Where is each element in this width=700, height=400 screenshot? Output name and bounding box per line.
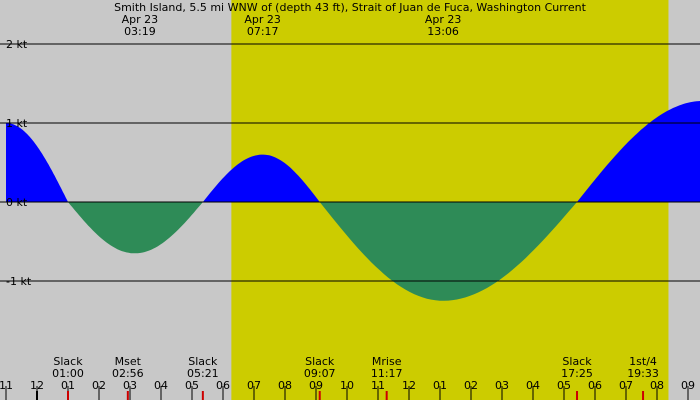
event-marker (642, 391, 645, 400)
hour-tick-label: 04 (154, 379, 168, 392)
hour-tick-label: 01 (433, 379, 447, 392)
hour-tick-label: 12 (402, 379, 416, 392)
extremum-date-label: Apr 23 (122, 13, 159, 26)
event-name-label: Slack (562, 355, 592, 368)
hour-tick-label: 06 (588, 379, 602, 392)
hour-tick-label: 06 (216, 379, 230, 392)
event-marker (36, 391, 38, 400)
y-tick-label: 0 kt (6, 196, 28, 209)
hour-tick-label: 05 (185, 379, 199, 392)
hour-tick-label: 09 (681, 379, 695, 392)
hour-tick-label: 11 (0, 379, 13, 392)
hour-tick-label: 09 (309, 379, 323, 392)
hour-tick-label: 02 (464, 379, 478, 392)
event-name-label: Slack (188, 355, 218, 368)
event-name-label: Slack (305, 355, 335, 368)
event-time-label: 11:17 (371, 367, 403, 380)
hour-tick-label: 08 (278, 379, 292, 392)
event-time-label: 09:07 (304, 367, 336, 380)
event-name-label: Mrise (372, 355, 402, 368)
hour-tick-label: 07 (619, 379, 633, 392)
event-marker (126, 391, 129, 400)
extremum-time-label: 13:06 (427, 25, 459, 38)
hour-tick-label: 01 (61, 379, 75, 392)
event-time-label: 01:00 (52, 367, 84, 380)
event-time-label: 19:33 (627, 367, 659, 380)
hour-tick-label: 11 (371, 379, 385, 392)
extremum-date-label: Apr 23 (425, 13, 462, 26)
extremum-time-label: 03:19 (124, 25, 156, 38)
extremum-date-label: Apr 23 (244, 13, 281, 26)
hour-tick-label: 03 (123, 379, 137, 392)
hour-tick-label: 10 (340, 379, 354, 392)
hour-tick-label: 12 (30, 379, 44, 392)
flood-area (577, 100, 700, 202)
event-marker (318, 391, 321, 400)
event-marker (201, 391, 204, 400)
flood-area (6, 123, 68, 202)
y-tick-label: 2 kt (6, 38, 28, 51)
ebb-area (319, 202, 577, 301)
ebb-area (68, 202, 203, 254)
event-time-label: 02:56 (112, 367, 144, 380)
event-time-label: 17:25 (561, 367, 593, 380)
hour-tick-label: 07 (247, 379, 261, 392)
hour-tick-label: 02 (92, 379, 106, 392)
chart-title: Smith Island, 5.5 mi WNW of (depth 43 ft… (114, 1, 586, 14)
flood-area (202, 154, 320, 202)
y-tick-label: 1 kt (6, 117, 28, 130)
event-marker (67, 391, 69, 400)
event-name-label: Slack (53, 355, 83, 368)
extremum-time-label: 07:17 (247, 25, 279, 38)
hour-tick-label: 03 (495, 379, 509, 392)
y-tick-label: -1 kt (6, 275, 32, 288)
event-marker (576, 391, 579, 400)
hour-tick-label: 05 (557, 379, 571, 392)
hour-tick-label: 08 (650, 379, 664, 392)
event-name-label: 1st/4 (629, 355, 657, 368)
event-name-label: Mset (115, 355, 142, 368)
event-time-label: 05:21 (187, 367, 219, 380)
event-marker (385, 391, 388, 400)
hour-tick-label: 04 (526, 379, 540, 392)
